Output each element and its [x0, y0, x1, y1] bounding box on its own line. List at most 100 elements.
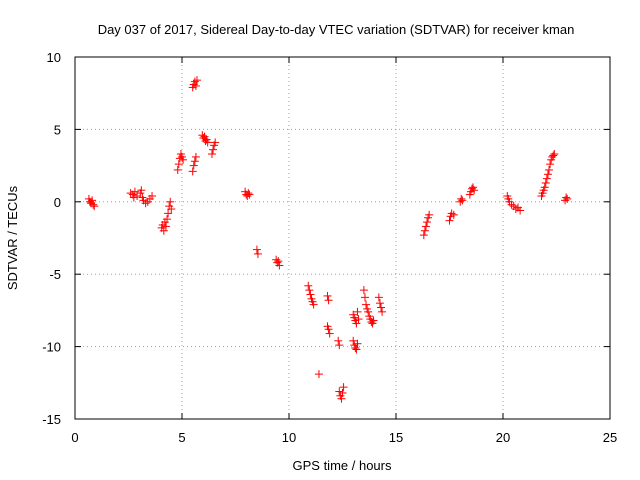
y-axis-label: SDTVAR / TECUs [5, 185, 20, 290]
data-point [447, 209, 456, 218]
data-point [201, 136, 210, 145]
data-point [546, 160, 555, 169]
data-point [252, 245, 261, 254]
data-point [339, 383, 348, 392]
plot-frame [74, 56, 611, 420]
data-point [516, 206, 525, 215]
data-point [562, 193, 571, 202]
data-point [309, 300, 318, 309]
data-point [375, 299, 384, 308]
data-point [359, 286, 368, 295]
x-tick-label: 25 [603, 430, 617, 445]
data-point [335, 341, 344, 350]
data-point [354, 315, 363, 324]
data-point [130, 187, 139, 196]
data-point [378, 307, 387, 316]
data-point [164, 209, 173, 218]
data-point [167, 205, 176, 214]
data-point [334, 336, 343, 345]
x-tick-labels: 0 5 10 15 20 25 [71, 430, 617, 445]
data-point [253, 249, 262, 258]
data-point [324, 296, 333, 305]
data-point [369, 316, 378, 325]
data-point [207, 150, 216, 159]
data-point [449, 210, 458, 219]
data-point [324, 325, 333, 334]
data-point [540, 183, 549, 192]
data-point [423, 218, 432, 227]
data-point [274, 257, 283, 266]
data-point [352, 345, 361, 354]
data-point [148, 192, 157, 201]
data-point [137, 186, 146, 195]
data-point [88, 196, 97, 205]
data-point [543, 170, 552, 179]
data-point [353, 339, 362, 348]
x-tick-label: 5 [178, 430, 185, 445]
data-point [545, 165, 554, 174]
data-point [458, 196, 467, 205]
data-point [89, 200, 98, 209]
data-point [549, 151, 558, 160]
data-points [84, 76, 572, 403]
data-point [192, 76, 201, 85]
data-point [141, 199, 150, 208]
data-point [174, 160, 183, 169]
data-point [179, 155, 188, 164]
data-point [244, 189, 253, 198]
data-point [323, 291, 332, 300]
data-point [507, 200, 516, 209]
data-point [306, 290, 315, 299]
y-tick-label: -10 [42, 340, 61, 355]
y-tick-label: -15 [42, 412, 61, 427]
data-point [190, 77, 199, 86]
data-point [445, 216, 454, 225]
data-point [467, 184, 476, 193]
data-point [470, 186, 479, 195]
data-point [90, 202, 99, 211]
data-point [377, 303, 386, 312]
data-point [175, 154, 184, 163]
data-point [420, 226, 429, 235]
data-point [191, 81, 200, 90]
data-point [305, 286, 314, 295]
y-tick-label: -5 [49, 267, 61, 282]
data-point [352, 319, 361, 328]
x-tick-label: 15 [389, 430, 403, 445]
data-point [161, 222, 170, 231]
data-point [163, 215, 172, 224]
chart-title: Day 037 of 2017, Sidereal Day-to-day VTE… [98, 22, 575, 37]
data-point [191, 152, 200, 161]
data-point [457, 194, 466, 203]
y-tick-labels: 10 5 0 -5 -10 -15 [42, 50, 61, 427]
data-point [419, 231, 428, 240]
data-point [425, 210, 434, 219]
data-point [362, 300, 371, 309]
x-tick-label: 0 [71, 430, 78, 445]
data-point [209, 145, 218, 154]
data-point [335, 387, 344, 396]
data-point [304, 281, 313, 290]
data-point [211, 138, 220, 147]
data-point [550, 150, 559, 159]
data-point [173, 165, 182, 174]
data-point [337, 394, 346, 403]
data-point [188, 167, 197, 176]
data-point [245, 190, 254, 199]
data-point [126, 189, 135, 198]
x-tick-label: 20 [496, 430, 510, 445]
data-point [338, 388, 347, 397]
data-point [542, 174, 551, 183]
y-tick-label: 0 [54, 195, 61, 210]
data-point [367, 317, 376, 326]
data-point [360, 293, 369, 302]
data-point [349, 336, 358, 345]
y-tick-label: 5 [54, 122, 61, 137]
data-point [189, 161, 198, 170]
data-point [129, 193, 138, 202]
y-tick-label: 10 [47, 50, 61, 65]
data-point [511, 205, 520, 214]
data-point [421, 222, 430, 231]
grid-lines [75, 57, 610, 419]
